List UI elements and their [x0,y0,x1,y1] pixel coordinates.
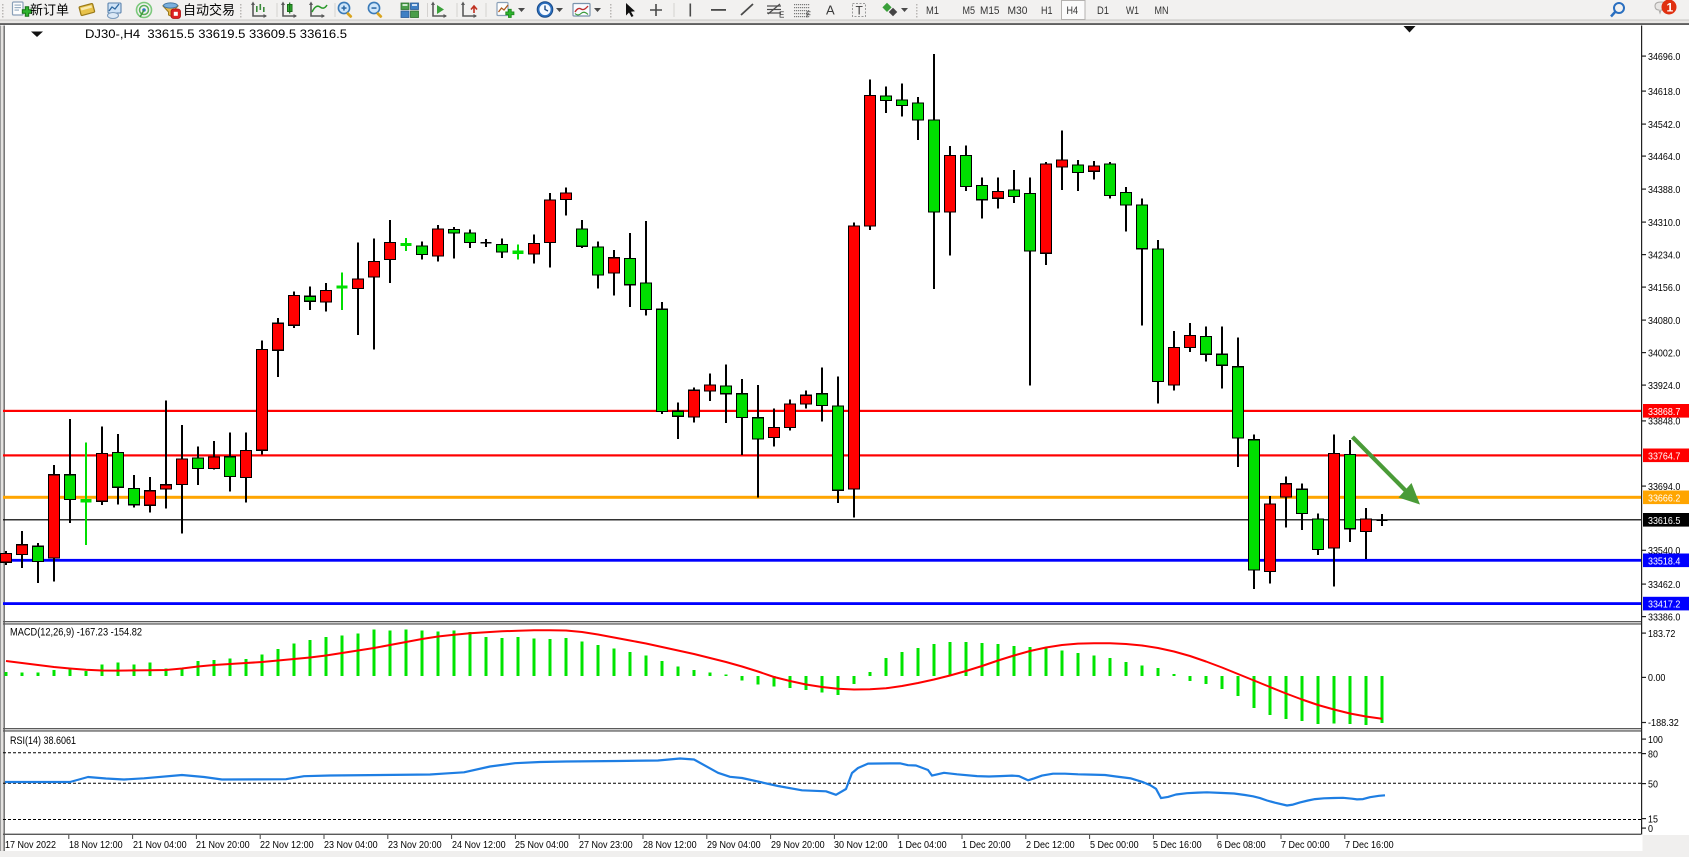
svg-text:33694.0: 33694.0 [1648,481,1680,493]
svg-text:15: 15 [1648,813,1658,825]
svg-text:33518.4: 33518.4 [1648,555,1680,567]
svg-text:25 Nov 04:00: 25 Nov 04:00 [515,839,569,851]
svg-text:W1: W1 [1126,5,1139,17]
svg-text:34156.0: 34156.0 [1648,282,1680,294]
svg-text:34696.0: 34696.0 [1648,51,1680,63]
svg-text:7 Dec 00:00: 7 Dec 00:00 [1281,839,1330,851]
svg-text:33462.0: 33462.0 [1648,579,1680,591]
svg-text:50: 50 [1648,778,1658,790]
svg-text:28 Nov 12:00: 28 Nov 12:00 [643,839,697,851]
svg-text:F: F [806,11,811,20]
svg-text:33924.0: 33924.0 [1648,380,1680,392]
svg-text:0: 0 [1648,823,1653,835]
svg-text:DJ30-,H4 33615.5 33619.5 3360: DJ30-,H4 33615.5 33619.5 33609.5 33616.5 [85,27,347,41]
svg-text:7 Dec 16:00: 7 Dec 16:00 [1345,839,1394,851]
svg-text:H1: H1 [1041,5,1053,17]
svg-text:34310.0: 34310.0 [1648,217,1680,229]
svg-text:34234.0: 34234.0 [1648,249,1680,261]
svg-text:1 Dec 04:00: 1 Dec 04:00 [898,839,947,851]
svg-text:34388.0: 34388.0 [1648,184,1680,196]
svg-text:MN: MN [1155,5,1169,17]
svg-text:23 Nov 20:00: 23 Nov 20:00 [388,839,442,851]
svg-text:183.72: 183.72 [1648,628,1676,640]
svg-text:80: 80 [1648,748,1658,760]
svg-text:5 Dec 00:00: 5 Dec 00:00 [1090,839,1139,851]
svg-text:2 Dec 12:00: 2 Dec 12:00 [1026,839,1075,851]
svg-text:33417.2: 33417.2 [1648,599,1680,611]
svg-text:M5: M5 [963,5,976,17]
svg-text:34542.0: 34542.0 [1648,119,1680,131]
svg-text:1: 1 [1667,1,1674,15]
svg-text:29 Nov 20:00: 29 Nov 20:00 [771,839,825,851]
svg-text:22 Nov 12:00: 22 Nov 12:00 [260,839,314,851]
svg-text:0.00: 0.00 [1648,672,1666,684]
svg-text:18 Nov 12:00: 18 Nov 12:00 [69,839,123,851]
svg-text:34080.0: 34080.0 [1648,315,1680,327]
svg-text:1 Dec 20:00: 1 Dec 20:00 [962,839,1011,851]
svg-text:34618.0: 34618.0 [1648,86,1680,98]
svg-text:E: E [779,11,784,20]
svg-text:34464.0: 34464.0 [1648,151,1680,163]
svg-text:5 Dec 16:00: 5 Dec 16:00 [1153,839,1202,851]
svg-text:33616.5: 33616.5 [1648,515,1680,527]
svg-text:H4: H4 [1067,5,1079,17]
svg-text:D1: D1 [1097,5,1109,17]
svg-text:29 Nov 04:00: 29 Nov 04:00 [707,839,761,851]
svg-text:21 Nov 04:00: 21 Nov 04:00 [133,839,187,851]
svg-text:33764.7: 33764.7 [1648,450,1680,462]
svg-text:30 Nov 12:00: 30 Nov 12:00 [834,839,888,851]
svg-text:17 Nov 2022: 17 Nov 2022 [5,839,56,851]
svg-text:24 Nov 12:00: 24 Nov 12:00 [452,839,506,851]
svg-text:23 Nov 04:00: 23 Nov 04:00 [324,839,378,851]
svg-text:T: T [856,4,864,18]
svg-text:M30: M30 [1008,5,1028,17]
svg-text:自动交易: 自动交易 [183,3,235,18]
svg-text:RSI(14) 38.6061: RSI(14) 38.6061 [10,735,76,747]
svg-text:34002.0: 34002.0 [1648,347,1680,359]
svg-text:33666.2: 33666.2 [1648,492,1680,504]
svg-text:6 Dec 08:00: 6 Dec 08:00 [1217,839,1266,851]
svg-text:27 Nov 23:00: 27 Nov 23:00 [579,839,633,851]
svg-text:MACD(12,26,9) -167.23 -154.82: MACD(12,26,9) -167.23 -154.82 [10,627,142,639]
svg-text:33386.0: 33386.0 [1648,611,1680,623]
svg-text:33848.0: 33848.0 [1648,416,1680,428]
svg-text:新订单: 新订单 [30,3,69,18]
svg-text:M1: M1 [926,5,939,17]
svg-text:33868.7: 33868.7 [1648,406,1680,418]
svg-text:100: 100 [1648,734,1663,746]
svg-text:M15: M15 [980,5,1000,17]
svg-text:A: A [826,3,835,18]
svg-text:21 Nov 20:00: 21 Nov 20:00 [196,839,250,851]
svg-text:-188.32: -188.32 [1648,717,1679,729]
